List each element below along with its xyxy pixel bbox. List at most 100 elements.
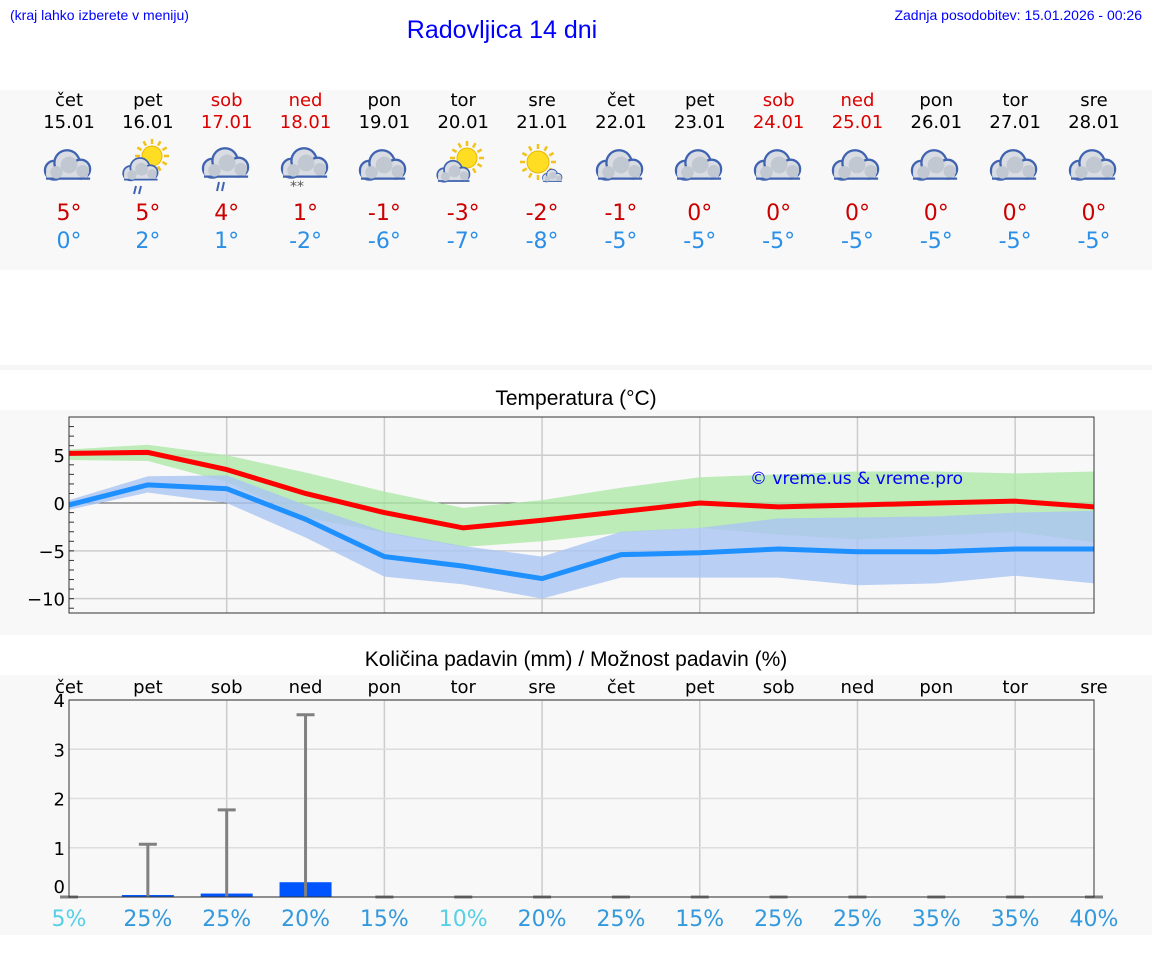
- day-name: sre: [528, 90, 556, 111]
- x-day-label: čet: [55, 677, 83, 698]
- day-date: 25.01: [831, 112, 884, 133]
- y-tick-label: 2: [54, 790, 65, 811]
- cloud-shade: [786, 164, 799, 178]
- precipitation-probability: 35%: [991, 907, 1040, 932]
- min-temperature: -5°: [840, 229, 874, 254]
- x-day-label: tor: [1002, 677, 1028, 698]
- day-column: čet 22.01 -1° -5°: [582, 90, 660, 256]
- x-day-label: tor: [450, 677, 476, 698]
- sun-ray: [136, 146, 143, 152]
- cloud-shade: [147, 169, 157, 179]
- cloud-shade: [864, 164, 878, 178]
- cloud-shape: [832, 149, 880, 181]
- sun-ray: [476, 148, 483, 154]
- cloud-shade: [691, 156, 709, 174]
- cloud-shade: [612, 156, 630, 174]
- day-name: pon: [367, 90, 402, 111]
- cloudy-icon: [30, 134, 108, 200]
- cloud-shade: [770, 156, 788, 174]
- day-date: 15.01: [43, 112, 95, 133]
- rain-drops: [132, 185, 142, 195]
- cloud-shade: [391, 164, 405, 178]
- min-temperature: 1°: [214, 229, 240, 254]
- last-updated: Zadnja posodobitev: 15.01.2026 - 00:26: [894, 7, 1142, 23]
- cloud-shade: [312, 162, 326, 176]
- cloud-shade: [927, 156, 945, 174]
- x-day-label: ned: [289, 677, 323, 698]
- day-column: sre 21.01 -2° -8°: [503, 90, 581, 256]
- day-name: pon: [919, 90, 954, 111]
- day-date: 23.01: [674, 112, 726, 133]
- x-day-label: pet: [133, 677, 163, 698]
- precipitation-probability: 25%: [202, 907, 251, 932]
- x-day-label: sre: [528, 677, 555, 698]
- min-temperature: 0°: [56, 229, 82, 254]
- sun-ray: [457, 142, 463, 149]
- cloud-shade: [50, 166, 63, 179]
- min-temperature-line: [68, 482, 1094, 582]
- cloud-shade: [917, 166, 931, 179]
- sun-ray: [156, 165, 162, 172]
- cloud-shade: [60, 156, 78, 174]
- snow-flakes: **: [290, 179, 304, 195]
- sun-ray: [451, 148, 458, 154]
- sun-ray: [548, 151, 555, 157]
- y-tick-label: −5: [38, 542, 65, 563]
- max-temperature: -1°: [367, 201, 401, 226]
- sun-ray: [472, 142, 477, 149]
- min-range-band: [69, 475, 1094, 599]
- sun-ray: [521, 151, 528, 157]
- cloud-shape: [43, 149, 92, 181]
- location-menu-hint[interactable]: (kraj lahko izberete v meniju): [10, 7, 189, 23]
- day-date: 27.01: [989, 112, 1041, 133]
- day-column: ned 25.01 0° -5°: [818, 90, 896, 256]
- cloud-shade: [218, 154, 236, 172]
- sun-ray: [161, 146, 168, 152]
- precipitation-probability: 20%: [281, 907, 330, 932]
- cloud-shade: [297, 154, 315, 172]
- cloud-shade: [1101, 164, 1115, 178]
- cloud-shade: [943, 164, 957, 178]
- day-name: pet: [133, 90, 163, 111]
- cloud-shape: [1068, 149, 1117, 181]
- day-name: sob: [762, 90, 795, 111]
- day-date: 19.01: [358, 112, 411, 133]
- cloud-shape: [280, 147, 328, 179]
- sunny-icon: [503, 134, 581, 200]
- cloudy-snow-icon: **: [267, 134, 345, 200]
- max-temperature: 0°: [1081, 201, 1107, 226]
- max-temperature: -1°: [604, 201, 638, 226]
- day-date: 22.01: [595, 112, 647, 133]
- cloud-shade: [849, 156, 866, 174]
- cloud-shade: [207, 164, 221, 177]
- cloud-shape: [989, 149, 1038, 181]
- cloud-shape: [542, 168, 563, 183]
- min-temperature: -5°: [919, 229, 953, 254]
- cloudy-icon: [897, 134, 975, 200]
- plot-frame: [68, 699, 1095, 898]
- min-temperature: -5°: [1077, 229, 1111, 254]
- precipitation-probability: 25%: [123, 907, 172, 932]
- day-name: pet: [684, 90, 715, 111]
- min-temperature: -2°: [289, 229, 322, 254]
- cloud-shade: [234, 162, 247, 176]
- temperature-chart-title: Temperatura (°C): [495, 387, 657, 410]
- day-name: sre: [1080, 90, 1108, 111]
- max-temperature: 4°: [214, 201, 240, 226]
- x-day-label: sre: [1080, 677, 1107, 698]
- day-name: sob: [210, 90, 243, 111]
- cloud-shade: [459, 171, 469, 181]
- cloud-shade: [602, 166, 615, 179]
- precipitation-chart-panel: [0, 675, 1152, 935]
- max-temperature: 5°: [135, 201, 161, 226]
- day-column: pon 19.01 -1° -6°: [345, 90, 423, 256]
- day-date: 18.01: [279, 112, 332, 133]
- y-tick-label: 1: [54, 839, 65, 860]
- sun-ray: [161, 160, 168, 166]
- cloud-shade: [135, 162, 148, 176]
- cloud-shape: [753, 149, 801, 181]
- watermark: © vreme.us & vreme.pro: [750, 469, 963, 489]
- y-tick-label: 5: [54, 446, 65, 467]
- cloud-shape: [359, 149, 407, 181]
- cloud-shade: [628, 164, 641, 178]
